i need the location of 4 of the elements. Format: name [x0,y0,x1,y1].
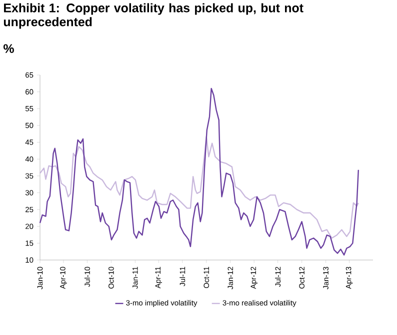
line-series [39,136,359,239]
y-axis-title: % [4,44,14,53]
line-series [39,88,359,256]
chart-title: Exhibit 1: Copper volatility has picked up, but not unprecedented [4,3,304,29]
